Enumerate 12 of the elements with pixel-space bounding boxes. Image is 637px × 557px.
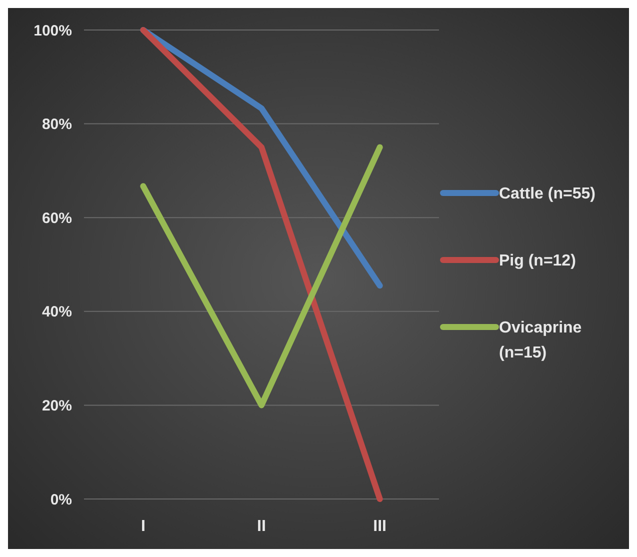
- legend-label: Ovicaprine (n=15): [499, 320, 582, 362]
- legend-label: Pig (n=12): [499, 252, 576, 270]
- x-tick-label: II: [257, 518, 266, 535]
- x-tick-label: III: [373, 518, 387, 535]
- y-tick-label: 100%: [34, 22, 72, 40]
- y-tick-label: 40%: [42, 304, 72, 321]
- y-tick-label: 20%: [42, 397, 72, 414]
- x-tick-label: I: [140, 518, 146, 535]
- y-tick-label: 80%: [42, 116, 72, 134]
- y-tick-label: 60%: [42, 210, 72, 227]
- legend-label: Cattle (n=55): [499, 186, 596, 203]
- y-tick-label: 0%: [50, 491, 72, 508]
